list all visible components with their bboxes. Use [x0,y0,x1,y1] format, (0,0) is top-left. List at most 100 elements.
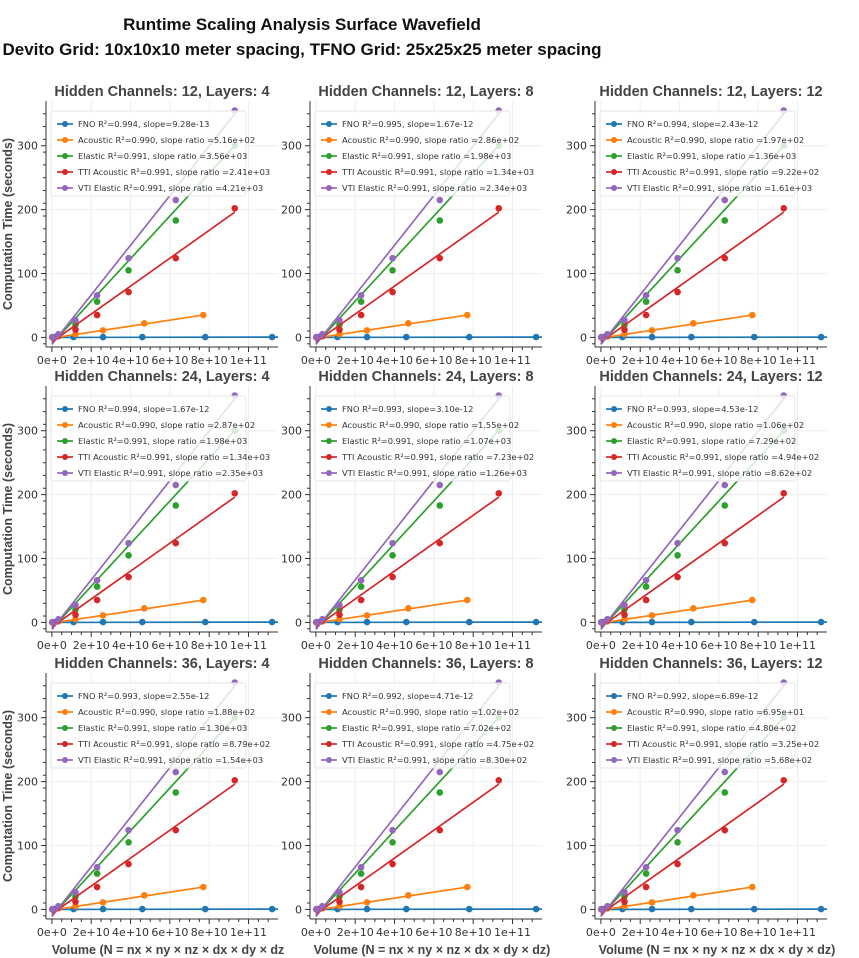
x-tick-label: 1e+11 [779,926,816,939]
data-point-elastic [357,298,365,305]
legend-swatch-marker-tti-acoustic [326,741,332,747]
x-tick-label: 4e+10 [112,926,149,939]
data-point-vti-elastic [674,826,681,834]
data-point-fno [817,618,825,626]
data-point-tti-acoustic [231,490,239,497]
legend-swatch-marker-fno [326,406,332,412]
fit-line-tti-acoustic [600,496,785,628]
data-point-vti-elastic [621,316,628,324]
x-tick-label: 8e+10 [455,639,492,652]
legend: FNO R²=0.995, slope=1.67e-12 Acoustic R²=… [314,110,534,197]
data-point-vti-elastic [389,539,396,547]
data-point-vti-elastic [93,576,101,584]
data-point-fno [363,905,371,913]
data-point-vti-elastic [125,254,132,262]
legend-swatch-marker-tti-acoustic [62,169,68,175]
y-tick-label: 300 [17,140,38,153]
data-point-tti-acoustic [93,883,101,891]
data-point-elastic [642,870,650,877]
subplot-2-2: Hidden Channels: 24, Layers: 8 0e+0 2e+10 4… [281,369,542,652]
x-tick-label: 0e+0 [37,639,67,652]
data-point-tti-acoustic [357,311,365,319]
data-point-vti-elastic [312,618,320,626]
legend-swatch-marker-fno [611,121,617,127]
data-point-fno [268,905,276,913]
legend-entry-vti-elastic: VTI Elastic R²=0.991, slope ratio =2.34e… [342,183,527,193]
data-point-acoustic [99,899,107,906]
data-point-acoustic [363,899,371,906]
data-point-tti-acoustic [389,288,396,296]
subplot-title: Hidden Channels: 24, Layers: 12 [599,369,822,385]
x-tick-label: 0e+0 [301,639,331,652]
data-point-fno [139,905,146,913]
data-point-tti-acoustic [336,326,343,334]
y-axis-label: Computation Time (seconds) [1,710,15,882]
legend-entry-vti-elastic: VTI Elastic R²=0.991, slope ratio =8.62e… [627,468,812,478]
legend-entry-vti-elastic: VTI Elastic R²=0.991, slope ratio =4.21e… [78,183,263,193]
data-point-vti-elastic [389,826,396,834]
legend-swatch-marker-vti-elastic [326,757,332,763]
data-point-elastic [125,267,132,274]
legend-swatch-marker-elastic [326,153,332,159]
data-point-fno [465,905,473,913]
legend-entry-vti-elastic: VTI Elastic R²=0.991, slope ratio =1.26e… [342,468,527,478]
subplot-1-1: Hidden Channels: 12, Layers: 4 0e+0 2e+10 4… [1,84,278,367]
data-point-tti-acoustic [642,596,650,604]
legend-box [599,682,796,769]
data-point-acoustic [748,311,756,319]
x-tick-label: 8e+10 [191,639,228,652]
x-tick-label: 6e+10 [700,354,737,367]
x-tick-label: 2e+10 [337,354,374,367]
x-tick-label: 6e+10 [415,926,452,939]
data-point-fno [688,618,695,626]
data-point-vti-elastic [642,291,650,299]
y-tick-label: 300 [566,140,587,153]
data-point-acoustic [405,892,412,899]
legend-swatch-marker-elastic [326,725,332,731]
data-point-vti-elastic [172,196,180,204]
legend: FNO R²=0.993, slope=2.55e-12 Acoustic R²=… [50,682,270,769]
legend-box [314,110,511,197]
data-point-vti-elastic [336,601,343,609]
legend: FNO R²=0.994, slope=1.67e-12 Acoustic R²=… [50,395,270,482]
legend-swatch-marker-vti-elastic [62,757,68,763]
data-point-tti-acoustic [72,898,79,906]
x-axis-label: Volume (N = nx × ny × nz × dx × dy × dz) [599,943,836,957]
data-point-fno [532,333,540,341]
x-tick-label: 2e+10 [337,926,374,939]
y-tick-label: 300 [17,712,38,725]
legend: FNO R²=0.994, slope=2.43e-12 Acoustic R²=… [599,110,819,197]
y-axis-label: Computation Time (seconds) [1,138,15,310]
data-point-elastic [93,870,101,877]
data-point-tti-acoustic [336,898,343,906]
legend-swatch-marker-acoustic [611,137,617,143]
x-tick-label: 0e+0 [301,354,331,367]
data-point-tti-acoustic [389,573,396,581]
data-point-fno [99,333,107,341]
legend-entry-acoustic: Acoustic R²=0.990, slope ratio =1.55e+02 [342,420,519,430]
legend-swatch-marker-acoustic [611,709,617,715]
data-point-vti-elastic [357,863,365,871]
data-point-acoustic [99,612,107,619]
legend-swatch-marker-elastic [611,153,617,159]
legend-swatch-marker-tti-acoustic [326,169,332,175]
data-point-fno [139,333,146,341]
data-point-elastic [172,789,180,796]
x-tick-label: 4e+10 [661,639,698,652]
legend-entry-fno: FNO R²=0.992, slope=6.89e-12 [627,691,758,701]
legend-entry-fno: FNO R²=0.994, slope=2.43e-12 [627,119,758,129]
data-point-elastic [721,502,729,509]
data-point-fno [648,618,656,626]
data-point-elastic [436,789,444,796]
fit-line-tti-acoustic [51,496,236,628]
data-point-tti-acoustic [721,826,729,834]
data-point-elastic [642,298,650,305]
x-tick-label: 6e+10 [151,354,188,367]
legend-swatch-marker-acoustic [62,137,68,143]
legend-entry-elastic: Elastic R²=0.991, slope ratio =7.29e+02 [627,436,796,446]
plot-area [597,392,827,630]
subplot-title: Hidden Channels: 24, Layers: 8 [318,369,533,385]
y-tick-label: 300 [281,140,302,153]
data-point-acoustic [141,320,148,327]
